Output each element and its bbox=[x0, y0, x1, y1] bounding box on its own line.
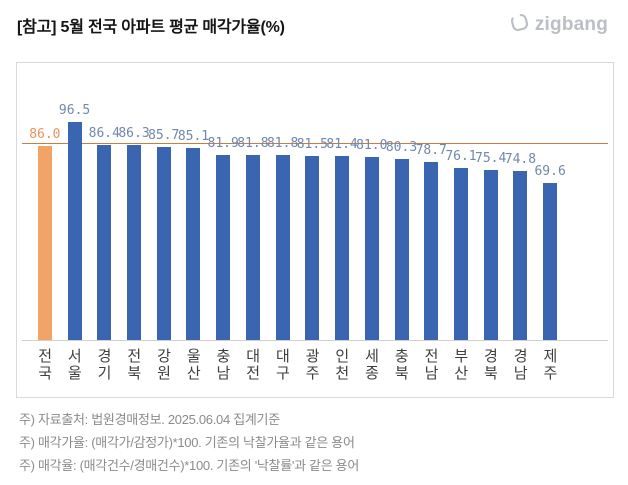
bar-column-전남: 78.7 bbox=[415, 63, 447, 340]
bar-column-대전: 81.8 bbox=[237, 63, 269, 340]
bar-value-대전: 81.8 bbox=[237, 136, 269, 152]
page-header: [참고] 5월 전국 아파트 평균 매각가율(%) zigbang bbox=[0, 0, 628, 48]
bar-대구 bbox=[275, 155, 290, 340]
bar-column-서울: 96.5 bbox=[58, 63, 91, 340]
chart-title: [참고] 5월 전국 아파트 평균 매각가율(%) bbox=[17, 19, 285, 36]
bar-column-광주: 81.5 bbox=[296, 63, 329, 340]
bar-column-전국: 86.0 bbox=[29, 63, 61, 340]
bar-column-세종: 81.0 bbox=[356, 63, 388, 340]
bar-column-경북: 75.4 bbox=[475, 63, 507, 340]
bar-column-충북: 80.3 bbox=[385, 63, 418, 340]
bar-광주 bbox=[305, 156, 320, 340]
bar-value-경북: 75.4 bbox=[475, 150, 507, 166]
bar-column-울산: 85.1 bbox=[177, 63, 210, 340]
bar-value-서울: 96.5 bbox=[58, 103, 91, 119]
footnote-source: 주) 자료출처: 법원경매정보. 2025.06.04 집계기준 bbox=[19, 412, 280, 427]
bar-value-경기: 86.4 bbox=[88, 126, 120, 142]
bar-세종 bbox=[364, 157, 379, 340]
footnotes: 주) 자료출처: 법원경매정보. 2025.06.04 집계기준 주) 매각가율… bbox=[19, 408, 609, 477]
bar-경북 bbox=[483, 169, 498, 340]
bar-chart: 86.0 96.5 86.4 86.3 85.7 85.1 81.9 81.8 81.8 81.5… bbox=[16, 62, 614, 398]
zigbang-logo: zigbang bbox=[509, 12, 608, 38]
bar-전국 bbox=[37, 145, 52, 340]
bar-제주 bbox=[543, 182, 558, 340]
bar-경남 bbox=[513, 171, 528, 340]
bar-value-충남: 81.9 bbox=[207, 136, 239, 152]
bar-전남 bbox=[424, 162, 439, 340]
plot-area: 86.0 96.5 86.4 86.3 85.7 85.1 81.9 81.8 81.8 81.5… bbox=[29, 63, 566, 340]
bar-부산 bbox=[453, 168, 468, 340]
bar-대전 bbox=[245, 155, 260, 340]
bar-강원 bbox=[156, 146, 171, 340]
footnote-definition-1: 주) 매각가율: (매각가/감정가)*100. 기존의 낙찰가율과 같은 용어 bbox=[19, 435, 355, 450]
bar-value-부산: 76.1 bbox=[445, 149, 477, 165]
bar-value-대구: 81.8 bbox=[266, 136, 299, 152]
bar-value-제주: 69.6 bbox=[534, 163, 566, 179]
bar-충남 bbox=[216, 155, 231, 340]
bar-column-경남: 74.8 bbox=[504, 63, 537, 340]
zigbang-logo-text: zigbang bbox=[534, 14, 608, 35]
reference-line bbox=[22, 142, 608, 144]
bar-column-인천: 81.4 bbox=[326, 63, 358, 340]
bar-column-대구: 81.8 bbox=[266, 63, 299, 340]
bar-value-경남: 74.8 bbox=[504, 152, 537, 168]
bar-column-충남: 81.9 bbox=[207, 63, 239, 340]
bar-value-전남: 78.7 bbox=[415, 143, 447, 159]
bar-column-전북: 86.3 bbox=[118, 63, 150, 340]
bar-value-강원: 85.7 bbox=[148, 127, 180, 143]
bar-충북 bbox=[394, 158, 409, 340]
bar-value-전국: 86.0 bbox=[29, 126, 61, 142]
bar-column-제주: 69.6 bbox=[534, 63, 566, 340]
bar-value-울산: 85.1 bbox=[177, 129, 210, 145]
bar-서울 bbox=[67, 122, 82, 340]
bar-column-경기: 86.4 bbox=[88, 63, 120, 340]
zigbang-logo-icon bbox=[509, 12, 530, 38]
bar-인천 bbox=[335, 156, 350, 340]
bar-울산 bbox=[186, 148, 201, 340]
bar-value-세종: 81.0 bbox=[356, 138, 388, 154]
bar-column-부산: 76.1 bbox=[445, 63, 477, 340]
bar-column-강원: 85.7 bbox=[148, 63, 180, 340]
x-axis-line bbox=[22, 340, 608, 341]
bar-value-전북: 86.3 bbox=[118, 126, 150, 142]
bar-경기 bbox=[97, 145, 112, 340]
bar-value-광주: 81.5 bbox=[296, 137, 329, 153]
bar-value-인천: 81.4 bbox=[326, 137, 358, 153]
bar-전북 bbox=[127, 145, 142, 340]
bar-value-충북: 80.3 bbox=[385, 139, 418, 155]
footnote-definition-2: 주) 매각율: (매각건수/경매건수)*100. 기존의 '낙찰률'과 같은 용… bbox=[19, 458, 359, 473]
